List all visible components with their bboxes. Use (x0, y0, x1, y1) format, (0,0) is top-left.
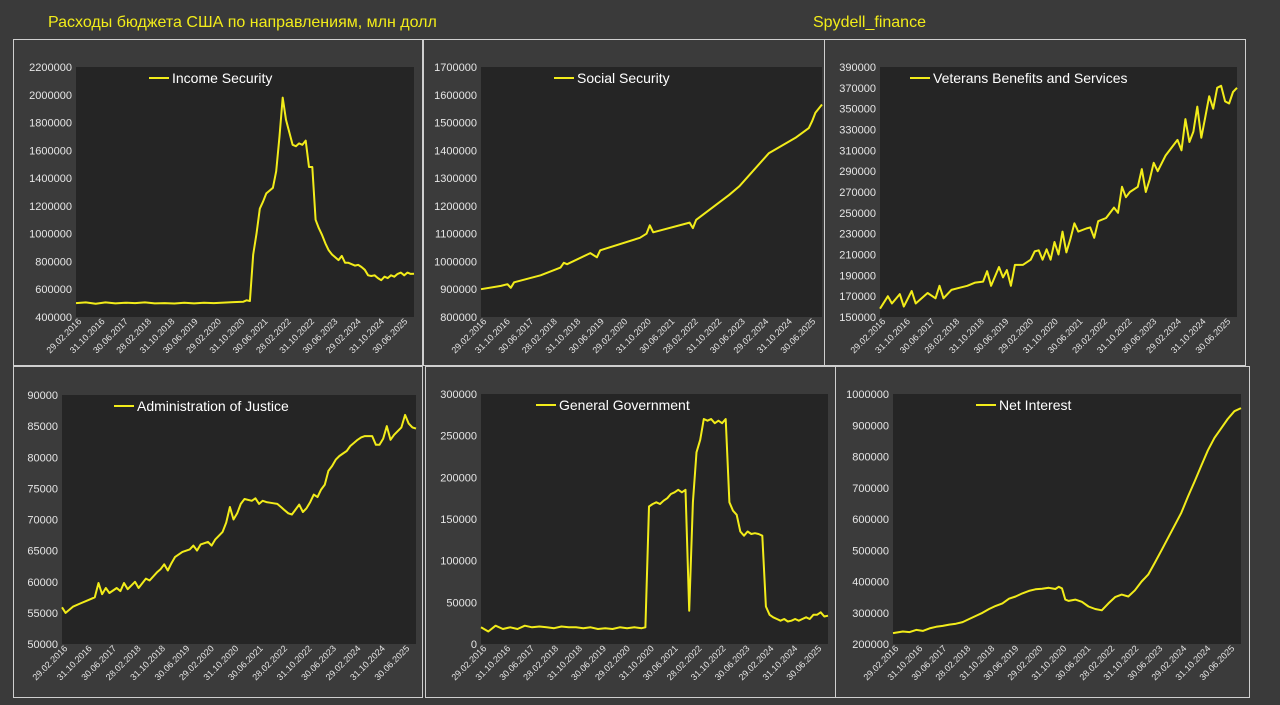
y-tick-label: 1100000 (435, 229, 477, 241)
chart-svg: 50000 55000 60000 65000 70000 75000 80000 85000… (27, 390, 417, 682)
chart-panel-income-security: 400000 600000 800000 1000000 1200000 1400000 1… (13, 39, 423, 366)
y-tick-label: 50000 (446, 597, 477, 609)
y-tick-label: 80000 (27, 452, 58, 464)
y-tick-label: 60000 (27, 577, 58, 589)
chart-panel-social-security: 800000 900000 1000000 1100000 1200000 1300000… (423, 39, 831, 366)
y-tick-label: 190000 (839, 270, 876, 282)
chart-panel-veterans: 150000 170000 190000 210000 230000 250000 2700… (824, 39, 1246, 366)
y-tick-label: 1600000 (434, 90, 477, 102)
legend-label: Social Security (577, 70, 670, 86)
y-tick-label: 1600000 (29, 145, 72, 157)
series-line (75, 96, 415, 305)
y-tick-label: 200000 (852, 639, 889, 651)
series-line (892, 407, 1242, 635)
y-tick-label: 390000 (839, 62, 876, 74)
series-line (61, 413, 417, 614)
y-tick-label: 150000 (440, 514, 477, 526)
y-tick-label: 210000 (839, 250, 876, 262)
y-tick-label: 50000 (27, 639, 58, 651)
y-tick-label: 1200000 (434, 201, 477, 213)
y-tick-label: 1400000 (29, 173, 72, 185)
legend-label: Administration of Justice (137, 398, 289, 414)
y-tick-label: 350000 (839, 104, 876, 116)
y-tick-label: 0 (471, 639, 477, 651)
y-tick-label: 370000 (839, 83, 876, 95)
series-line (480, 103, 823, 291)
y-tick-label: 300000 (440, 389, 477, 401)
y-tick-label: 800000 (440, 312, 477, 324)
y-tick-label: 800000 (852, 452, 889, 464)
legend-label: General Government (559, 397, 690, 413)
chart-svg: 800000 900000 1000000 1100000 1200000 1300000… (434, 62, 823, 355)
y-tick-label: 170000 (839, 291, 876, 303)
y-tick-label: 800000 (35, 256, 72, 268)
y-tick-label: 85000 (27, 421, 58, 433)
series-line (480, 418, 829, 633)
y-tick-label: 330000 (839, 125, 876, 137)
chart-panel-justice: 50000 55000 60000 65000 70000 75000 80000 85000… (13, 366, 423, 698)
y-tick-label: 600000 (35, 284, 72, 296)
y-tick-label: 2200000 (29, 62, 72, 74)
y-tick-label: 150000 (839, 312, 876, 324)
legend-label: Income Security (172, 70, 272, 86)
y-tick-label: 1000000 (29, 229, 72, 241)
plot-area (481, 67, 822, 317)
y-tick-label: 75000 (27, 483, 58, 495)
y-tick-label: 2000000 (29, 90, 72, 102)
y-tick-label: 1000000 (434, 256, 477, 268)
plot-area (880, 67, 1237, 317)
plot-area (62, 395, 416, 644)
y-tick-label: 400000 (35, 312, 72, 324)
y-tick-label: 1300000 (434, 173, 477, 185)
plot-area (481, 394, 828, 644)
y-tick-label: 70000 (27, 515, 58, 527)
chart-svg: 05000010000015000020000025000030000029.0… (440, 389, 829, 682)
y-tick-label: 500000 (852, 545, 889, 557)
y-tick-label: 200000 (440, 472, 477, 484)
y-tick-label: 700000 (852, 483, 889, 495)
y-tick-label: 270000 (839, 187, 876, 199)
y-tick-label: 230000 (839, 229, 876, 241)
y-tick-label: 250000 (839, 208, 876, 220)
series-line (879, 84, 1238, 310)
chart-svg: 150000 170000 190000 210000 230000 250000 2700… (839, 62, 1238, 355)
plot-area (893, 394, 1241, 644)
y-tick-label: 900000 (440, 284, 477, 296)
y-tick-label: 900000 (852, 420, 889, 432)
brand-label: Spydell_finance (813, 14, 926, 31)
y-tick-label: 55000 (27, 608, 58, 620)
plot-area (76, 67, 414, 317)
y-tick-label: 1400000 (434, 145, 477, 157)
y-tick-label: 65000 (27, 546, 58, 558)
y-tick-label: 90000 (27, 390, 58, 402)
y-tick-label: 300000 (852, 608, 889, 620)
y-tick-label: 600000 (852, 514, 889, 526)
y-tick-label: 290000 (839, 166, 876, 178)
y-tick-label: 1800000 (29, 118, 72, 130)
y-tick-label: 1700000 (434, 62, 477, 74)
y-tick-label: 1200000 (29, 201, 72, 213)
y-tick-label: 310000 (839, 145, 876, 157)
chart-panel-general-government: 0 50000 100000 150000 200000 250000 300000 29.0… (425, 366, 837, 698)
chart-panel-net-interest: 200000 300000 400000 500000 600000 700000 8000… (835, 366, 1250, 698)
page-title: Расходы бюджета США по направлениям, млн… (48, 14, 437, 31)
y-tick-label: 1000000 (846, 389, 889, 401)
legend-label: Net Interest (999, 397, 1071, 413)
y-tick-label: 400000 (852, 577, 889, 589)
chart-svg: 400000 600000 800000 1000000 1200000 1400000 1… (29, 62, 415, 355)
legend-label: Veterans Benefits and Services (933, 70, 1128, 86)
y-tick-label: 250000 (440, 431, 477, 443)
y-tick-label: 100000 (440, 556, 477, 568)
y-tick-label: 1500000 (434, 118, 477, 130)
chart-svg: 200000 300000 400000 500000 600000 700000 8000… (846, 389, 1242, 682)
